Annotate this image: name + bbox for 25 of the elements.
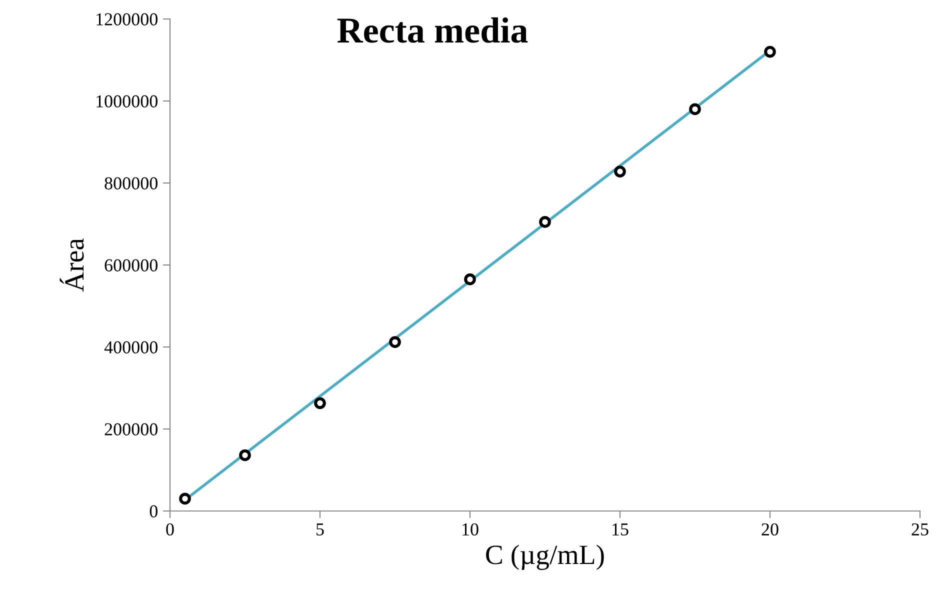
y-tick-label: 1000000 xyxy=(96,95,158,108)
x-tick-label: 20 xyxy=(762,523,778,536)
x-tick-label: 0 xyxy=(166,523,174,536)
y-tick-label: 200000 xyxy=(104,423,158,436)
x-axis-title: C (µg/mL) xyxy=(486,544,604,570)
point xyxy=(464,273,476,286)
y-tick-label: 600000 xyxy=(104,259,158,272)
x-tick-label: 25 xyxy=(912,523,928,536)
point xyxy=(239,449,251,462)
chart-title: Recta media xyxy=(337,17,528,43)
y-tick-label: 0 xyxy=(150,505,158,518)
point xyxy=(764,46,776,58)
point xyxy=(389,336,401,348)
x-tick-label: 5 xyxy=(316,524,324,536)
y-axis-title: Área xyxy=(60,238,84,292)
x-tick-label: 10 xyxy=(462,523,478,536)
y-tick-label: 1200000 xyxy=(96,13,158,26)
point xyxy=(314,397,326,410)
x-tick-label: 15 xyxy=(612,523,628,536)
point xyxy=(539,216,551,228)
point xyxy=(614,166,626,178)
y-tick-label: 800000 xyxy=(104,177,158,190)
point xyxy=(179,492,191,505)
y-tick-label: 400000 xyxy=(104,341,158,354)
point xyxy=(689,103,701,116)
